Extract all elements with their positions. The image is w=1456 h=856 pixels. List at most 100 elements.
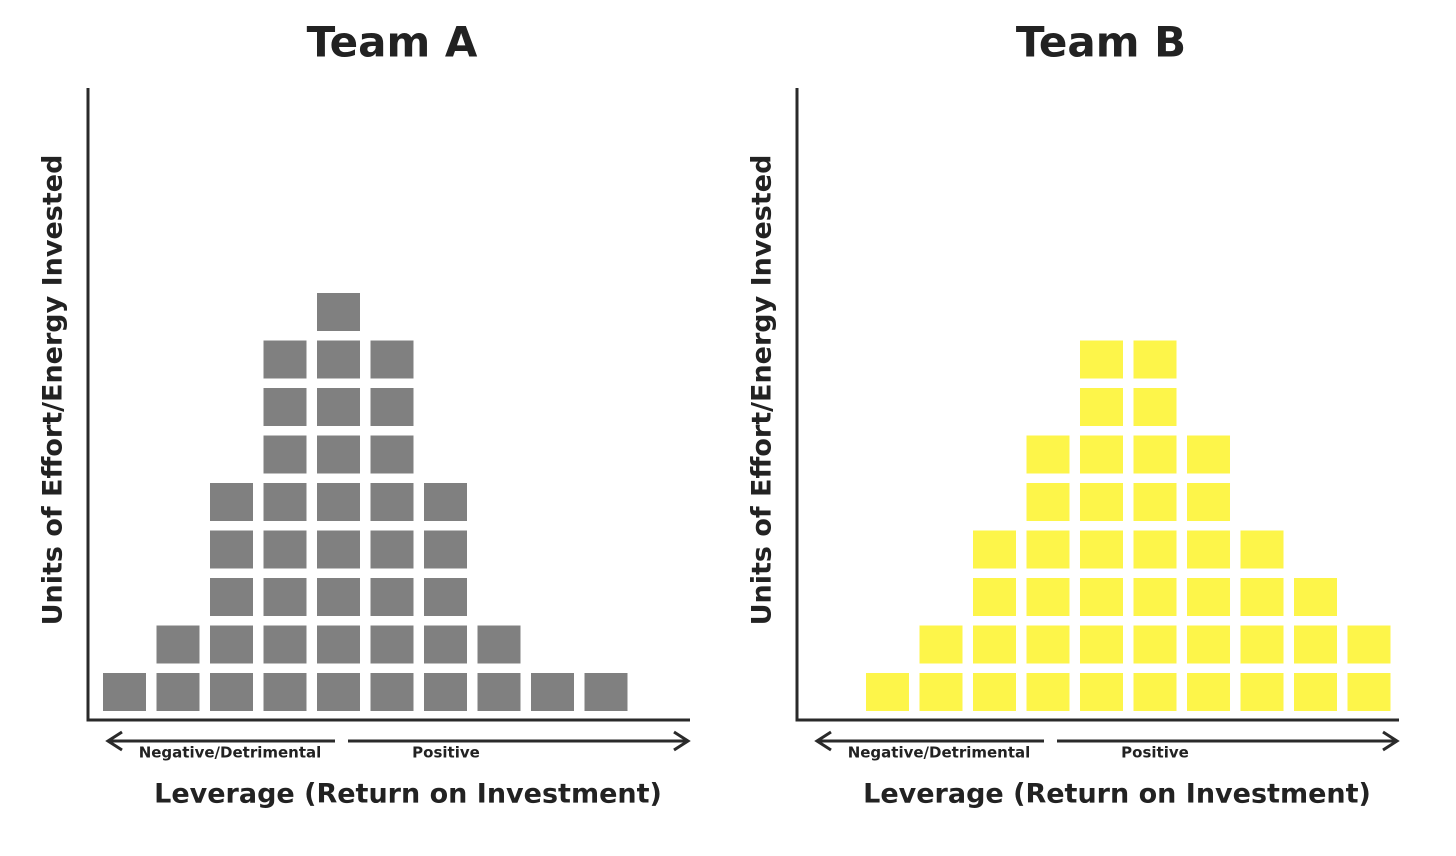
unit-square	[370, 673, 414, 711]
unit-square	[1133, 578, 1177, 616]
annotation: Positive	[1121, 744, 1189, 762]
unit-square	[263, 340, 307, 379]
unit-square	[317, 578, 360, 616]
unit-square	[1026, 530, 1070, 569]
unit-square	[1187, 483, 1230, 521]
unit-column	[263, 340, 307, 711]
unit-column	[317, 293, 360, 711]
unit-square	[1294, 625, 1337, 664]
unit-square	[263, 435, 307, 474]
unit-square	[1080, 340, 1123, 379]
y-axis-label: Units of Effort/Energy Invested	[38, 155, 69, 626]
axes	[86, 88, 690, 722]
unit-square	[370, 435, 414, 474]
unit-square	[1187, 673, 1230, 711]
unit-square	[1187, 625, 1230, 664]
unit-square	[424, 578, 467, 616]
unit-square	[263, 673, 307, 711]
unit-square	[1026, 578, 1070, 616]
unit-square	[1347, 673, 1391, 711]
unit-square	[584, 673, 628, 711]
unit-column	[1133, 340, 1177, 711]
unit-column	[1294, 578, 1337, 711]
unit-square	[1187, 578, 1230, 616]
unit-square	[1080, 578, 1123, 616]
unit-square	[1080, 530, 1123, 569]
unit-square	[973, 625, 1016, 664]
unit-square	[1240, 625, 1284, 664]
annotation: Negative/Detrimental	[848, 744, 1031, 762]
arrow-negative	[814, 730, 1044, 752]
unit-square	[263, 530, 307, 569]
unit-square	[1080, 673, 1123, 711]
unit-square	[866, 673, 909, 711]
unit-square	[317, 483, 360, 521]
unit-square	[156, 625, 200, 664]
unit-square	[370, 530, 414, 569]
unit-square	[531, 673, 574, 711]
unit-square	[263, 625, 307, 664]
axes	[795, 88, 1399, 722]
unit-square	[370, 483, 414, 521]
unit-square	[317, 388, 360, 426]
unit-square	[1133, 340, 1177, 379]
unit-square	[1240, 673, 1284, 711]
unit-square	[370, 578, 414, 616]
unit-column	[1187, 435, 1230, 711]
arrow-positive	[348, 730, 691, 752]
annotation: Positive	[412, 744, 480, 762]
unit-column	[531, 673, 574, 711]
unit-square	[973, 673, 1016, 711]
unit-square	[424, 530, 467, 569]
x-axis-label: Leverage (Return on Investment)	[863, 779, 1371, 810]
chart: Team B Units of Effort/Energy Invested Neg…	[747, 18, 1400, 810]
unit-square	[370, 340, 414, 379]
unit-square	[424, 625, 467, 664]
x-axis-label: Leverage (Return on Investment)	[154, 779, 662, 810]
y-axis-label: Units of Effort/Energy Invested	[747, 155, 778, 626]
unit-square	[317, 435, 360, 474]
unit-square	[210, 625, 253, 664]
arrow-negative	[105, 730, 335, 752]
unit-column	[1080, 340, 1123, 711]
unit-square	[1133, 673, 1177, 711]
unit-square	[210, 673, 253, 711]
unit-square	[919, 673, 963, 711]
unit-square	[1133, 530, 1177, 569]
arrow-positive	[1057, 730, 1400, 752]
unit-column	[1026, 435, 1070, 711]
unit-square	[1133, 625, 1177, 664]
unit-column	[973, 530, 1016, 711]
unit-column	[103, 673, 146, 711]
unit-column	[210, 483, 253, 711]
unit-square	[1080, 483, 1123, 521]
unit-square	[1294, 578, 1337, 616]
unit-column	[1347, 625, 1391, 711]
unit-column	[866, 673, 909, 711]
unit-square	[1187, 435, 1230, 474]
chart-title: Team A	[307, 18, 478, 67]
unit-square	[424, 483, 467, 521]
unit-column	[477, 625, 521, 711]
unit-square	[1240, 530, 1284, 569]
unit-square	[1080, 625, 1123, 664]
unit-square	[317, 530, 360, 569]
chart-title: Team B	[1016, 18, 1186, 67]
unit-square	[477, 673, 521, 711]
unit-column	[919, 625, 963, 711]
unit-square	[263, 483, 307, 521]
unit-square	[1133, 435, 1177, 474]
unit-square	[317, 673, 360, 711]
unit-square	[1240, 578, 1284, 616]
unit-square	[973, 578, 1016, 616]
unit-square	[1080, 388, 1123, 426]
unit-square	[1347, 625, 1391, 664]
chart: Team A Units of Effort/Energy Invested Neg…	[38, 18, 691, 810]
unit-square	[1080, 435, 1123, 474]
unit-square	[317, 293, 360, 331]
unit-column	[1240, 530, 1284, 711]
unit-square	[1026, 625, 1070, 664]
unit-square	[210, 483, 253, 521]
annotation: Negative/Detrimental	[139, 744, 322, 762]
